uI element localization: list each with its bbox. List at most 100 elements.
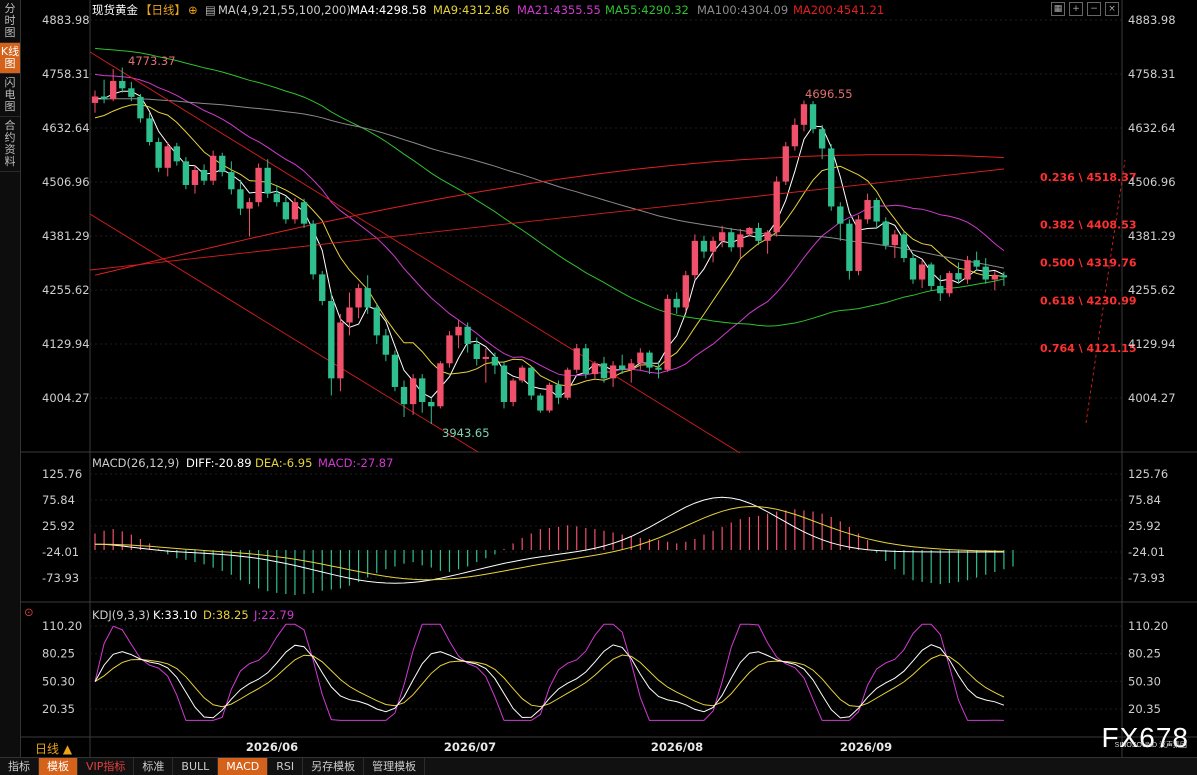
kdj-settings-icon[interactable]: ⊙ <box>24 605 34 619</box>
kdj-label-right: 80.25 <box>1128 647 1161 661</box>
kdj-j: J:22.79 <box>253 608 294 622</box>
fib-label: 0.382 \ 4408.53 <box>1040 218 1137 231</box>
candle-down <box>219 155 226 173</box>
price-label-right: 4883.98 <box>1128 13 1176 27</box>
ma55-value: MA55:4290.32 <box>605 3 689 17</box>
tab-template[interactable]: 模板 <box>39 758 78 775</box>
candle-up <box>637 352 644 364</box>
tab-rsi[interactable]: RSI <box>268 758 304 775</box>
candle-up <box>791 124 799 147</box>
candle-down <box>846 223 853 271</box>
candle-down <box>818 129 826 149</box>
kdj-label-right: 20.35 <box>1128 702 1161 716</box>
bottom-toolbar: 指标 模板 VIP指标 标准 BULL MACD RSI 另存模板 管理模板 <box>0 757 1197 775</box>
tab-indicator[interactable]: 指标 <box>0 758 39 775</box>
candle-down <box>419 378 426 402</box>
macd-label-left: 75.84 <box>42 493 75 507</box>
macd-label-left: -73.93 <box>42 571 79 585</box>
left-tab-bar: 分时图 K线图 闪电图 合约资料 <box>0 0 21 774</box>
candle-up <box>991 275 999 280</box>
tab-save-template[interactable]: 另存模板 <box>303 758 365 775</box>
candle-down <box>1000 275 1008 278</box>
chart-canvas[interactable]: 0.236 \ 4518.37 0.382 \ 4408.53 0.500 \ 43… <box>0 0 1197 757</box>
candle-up <box>509 380 517 402</box>
kdj-panel <box>90 623 1122 721</box>
price-label-right: 4381.29 <box>1128 229 1176 243</box>
candle-down <box>473 343 480 360</box>
candle-up <box>346 307 353 323</box>
tab-bull[interactable]: BULL <box>173 758 219 775</box>
candle-down <box>382 335 390 355</box>
settings-icon[interactable]: ⊕ <box>188 3 198 17</box>
candle-down <box>264 167 271 194</box>
fx678-logo: FX678 <box>1101 722 1189 753</box>
close-icon[interactable]: × <box>1105 2 1119 16</box>
candle-down <box>100 96 108 100</box>
tab-flash-chart[interactable]: 闪电图 <box>0 74 20 117</box>
candle-up <box>109 81 117 100</box>
x-tick-label: 2026/09 <box>840 740 892 754</box>
candle-up <box>946 273 953 294</box>
tab-manage-template[interactable]: 管理模板 <box>364 758 426 775</box>
kdj-header: ⊙ KDJ(9,3,3) K:33.10 D:38.25 J:22.79 <box>24 605 294 622</box>
candle-down <box>273 193 280 203</box>
price-label-right: 4255.62 <box>1128 283 1176 297</box>
candle-up <box>764 232 771 241</box>
candle-down <box>155 142 162 168</box>
candle-down <box>955 273 962 280</box>
candle-down <box>837 206 844 224</box>
price-label-left: 4883.98 <box>42 13 90 27</box>
grid-icon[interactable]: ▦ <box>1051 2 1065 16</box>
ma9-line <box>94 104 1004 387</box>
macd-diff-line <box>94 496 1004 584</box>
candle-up <box>800 104 808 125</box>
kdj-label-left: 50.30 <box>42 674 75 688</box>
macd-label-left: -24.01 <box>42 545 79 559</box>
price-label-right: 4758.31 <box>1128 67 1176 81</box>
candle-down <box>528 367 535 396</box>
price-label-left: 4129.94 <box>42 337 90 351</box>
period-selector[interactable]: 日线 ▲ <box>35 742 73 756</box>
ma4-value: MA4:4298.58 <box>350 3 427 17</box>
tab-contract-info[interactable]: 合约资料 <box>0 117 20 172</box>
candle-up <box>664 298 671 370</box>
fib-label: 0.236 \ 4518.37 <box>1040 171 1137 184</box>
candle-up <box>864 200 871 220</box>
candle-up <box>564 369 571 398</box>
axis-labels: 4883.98 4883.98 4758.31 4758.31 4632.64 4632.… <box>42 13 1176 754</box>
tab-vip-indicator[interactable]: VIP指标 <box>78 758 135 775</box>
kdj-j-line <box>94 623 1004 721</box>
candle-down <box>982 266 989 280</box>
tab-standard[interactable]: 标准 <box>134 758 174 775</box>
ma100-value: MA100:4304.09 <box>697 3 788 17</box>
candle-up <box>437 363 444 407</box>
candle-down <box>391 354 399 387</box>
fib-label: 0.764 \ 4121.15 <box>1040 342 1137 355</box>
macd-dea: DEA:-6.95 <box>255 456 312 470</box>
expand-icon[interactable]: + <box>1069 2 1083 16</box>
kdj-label-left: 110.20 <box>42 619 82 633</box>
ma4-line <box>95 90 1005 399</box>
candle-up <box>482 356 490 360</box>
candle-up <box>409 378 417 405</box>
tab-time-chart[interactable]: 分时图 <box>0 0 20 43</box>
annotation-high2: 4696.55 <box>805 87 853 101</box>
candle-down <box>173 146 180 162</box>
candle-down <box>555 384 562 398</box>
kdj-k-line <box>94 644 1005 719</box>
candle-up <box>291 202 299 220</box>
ma55-line <box>94 47 1005 327</box>
candle-up <box>773 181 780 233</box>
candle-up <box>709 240 717 252</box>
candle-down <box>464 326 471 344</box>
shrink-icon[interactable]: − <box>1087 2 1101 16</box>
tab-macd[interactable]: MACD <box>218 758 269 775</box>
candle-down <box>646 352 653 368</box>
macd-label-left: 125.76 <box>42 467 82 481</box>
tab-kline-chart[interactable]: K线图 <box>0 43 20 74</box>
kdj-d: D:38.25 <box>203 608 249 622</box>
candle-down <box>973 260 980 267</box>
candle-down <box>928 264 935 286</box>
candle-up <box>628 363 635 370</box>
candle-down <box>128 88 135 97</box>
